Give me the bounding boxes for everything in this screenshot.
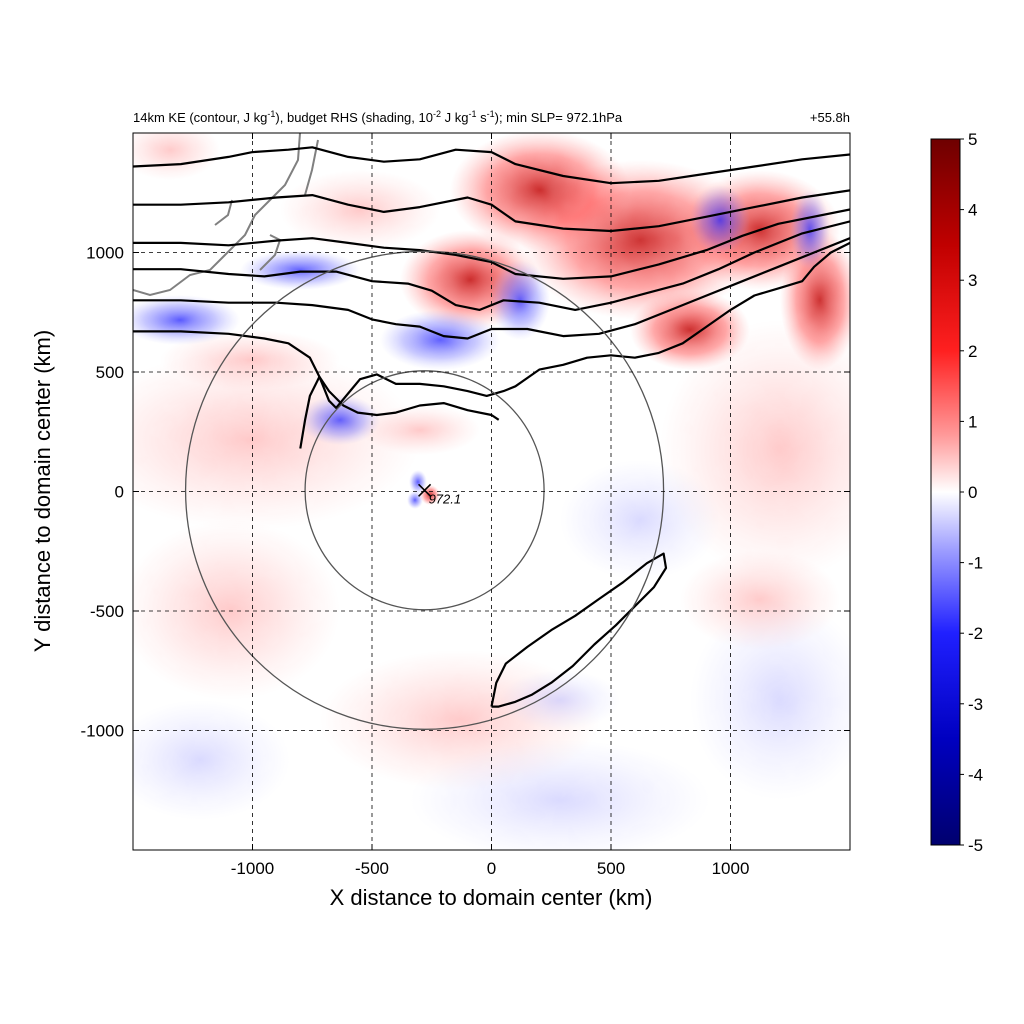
colorbar-tick-label: -3 xyxy=(968,695,983,714)
ke-contour-line xyxy=(490,552,668,708)
ke-contour-line xyxy=(133,241,850,409)
range-circle xyxy=(304,370,545,611)
colorbar-tick-label: -2 xyxy=(968,624,983,643)
ke-contour-line xyxy=(133,220,850,311)
y-tick-label: 500 xyxy=(96,363,124,382)
storm-center-marker: 972.1 xyxy=(418,483,462,506)
storm-center-x xyxy=(418,483,432,497)
ke-contour-line xyxy=(299,375,500,449)
range-circle xyxy=(184,250,665,730)
colorbar-ticks: 5 4 3 2 1 0 -1 -2 -3 -4 -5 xyxy=(960,130,983,855)
y-tick-label: 0 xyxy=(115,483,124,502)
colorbar-tick-label: 2 xyxy=(968,342,977,361)
x-axis-ticks: -1000 -500 0 500 1000 xyxy=(231,133,750,878)
x-tick-label: 0 xyxy=(487,859,496,878)
colorbar-tick-label: -4 xyxy=(968,765,983,784)
ke-contour-line xyxy=(133,189,850,233)
colorbar-tick-label: 5 xyxy=(968,130,977,149)
y-tick-label: 1000 xyxy=(86,244,124,263)
title-part: J kg xyxy=(441,110,468,125)
forecast-hour-label: +55.8h xyxy=(810,110,850,125)
colorbar-tick-label: 1 xyxy=(968,412,977,431)
y-axis-ticks: 1000 500 0 -500 -1000 xyxy=(81,244,850,741)
title-sup: -1 xyxy=(487,109,495,119)
x-tick-label: 1000 xyxy=(712,859,750,878)
title-part: s xyxy=(476,110,487,125)
colorbar-tick-label: 0 xyxy=(968,483,977,502)
x-tick-label: 500 xyxy=(597,859,625,878)
y-axis-label: Y distance to domain center (km) xyxy=(30,330,55,652)
colorbar-tick-label: 3 xyxy=(968,271,977,290)
y-tick-label: -1000 xyxy=(81,722,124,741)
storm-center-label: 972.1 xyxy=(429,491,462,506)
title-sup: -1 xyxy=(468,109,476,119)
title-part: 14km KE (contour, J kg xyxy=(133,110,267,125)
ke-contour-line xyxy=(133,208,850,280)
colorbar-tick-label: -1 xyxy=(968,554,983,573)
colorbar-tick-label: -5 xyxy=(968,836,983,855)
ke-contour-line xyxy=(133,237,850,340)
title-part: ), budget RHS (shading, 10 xyxy=(275,110,433,125)
title-sup: -1 xyxy=(267,109,275,119)
shading-layer xyxy=(133,133,850,850)
colorbar xyxy=(930,138,961,846)
range-circles xyxy=(184,250,665,730)
x-tick-label: -1000 xyxy=(231,859,274,878)
x-tick-label: -500 xyxy=(355,859,389,878)
x-axis-label: X distance to domain center (km) xyxy=(330,885,653,910)
title-sup: -2 xyxy=(433,109,441,119)
y-tick-label: -500 xyxy=(90,602,124,621)
chart-title: 14km KE (contour, J kg-1), budget RHS (s… xyxy=(133,109,623,125)
title-part: ); min SLP= 972.1hPa xyxy=(495,110,623,125)
colorbar-tick-label: 4 xyxy=(968,201,977,220)
